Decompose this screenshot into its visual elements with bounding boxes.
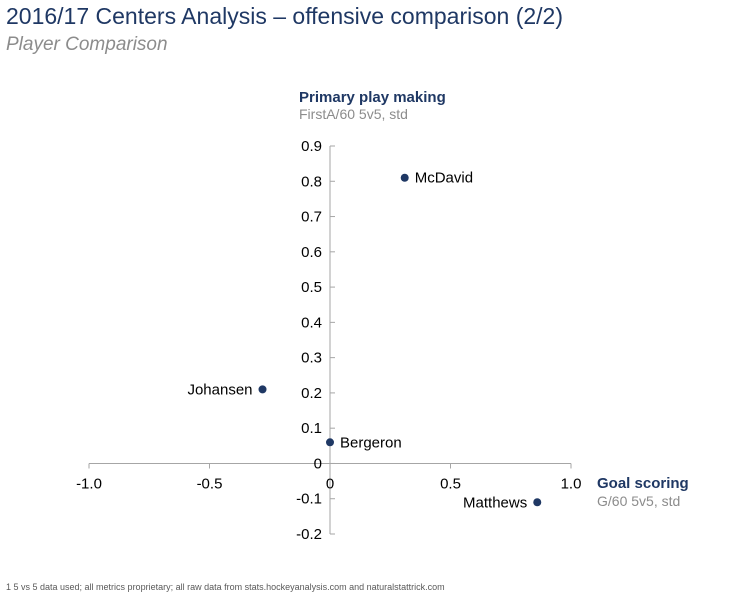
y-tick-label: 0.4 — [301, 314, 322, 331]
x-tick-label: 0 — [326, 475, 334, 492]
y-tick-label: 0 — [314, 455, 322, 472]
footnote: 1 5 vs 5 data used; all metrics propriet… — [6, 582, 445, 592]
y-tick-label: 0.9 — [301, 138, 322, 155]
y-tick-label: 0.3 — [301, 350, 322, 367]
y-tick-label: 0.6 — [301, 244, 322, 261]
y-tick-label: 0.5 — [301, 279, 322, 296]
point-label-johansen: Johansen — [187, 381, 252, 398]
point-johansen — [258, 385, 267, 394]
y-tick-label: 0.1 — [301, 420, 322, 437]
y-tick-label: 0.7 — [301, 209, 322, 226]
point-bergeron — [326, 438, 334, 447]
y-tick-label: -0.1 — [296, 491, 322, 508]
point-label-matthews: Matthews — [463, 494, 527, 511]
y-tick-label: 0.8 — [301, 173, 322, 190]
x-tick-label: 1.0 — [561, 475, 582, 492]
point-label-bergeron: Bergeron — [340, 434, 402, 451]
scatter-chart: Primary play making FirstA/60 5v5, std G… — [76, 89, 689, 543]
chart-title: 2016/17 Centers Analysis – offensive com… — [6, 3, 563, 29]
x-axis-subtitle: G/60 5v5, std — [597, 493, 680, 509]
x-axis-title: Goal scoring — [597, 475, 689, 492]
point-label-mcdavid: McDavid — [415, 170, 473, 187]
chart-subtitle: Player Comparison — [6, 34, 168, 55]
x-tick-label: -1.0 — [76, 475, 102, 492]
point-matthews — [533, 498, 542, 507]
y-axis-title: Primary play making — [299, 89, 446, 106]
y-axis-subtitle: FirstA/60 5v5, std — [299, 106, 408, 122]
point-mcdavid — [400, 173, 409, 182]
y-tick-label: 0.2 — [301, 385, 322, 402]
y-tick-label: -0.2 — [296, 526, 322, 543]
x-tick-label: -0.5 — [197, 475, 223, 492]
x-tick-label: 0.5 — [440, 475, 461, 492]
